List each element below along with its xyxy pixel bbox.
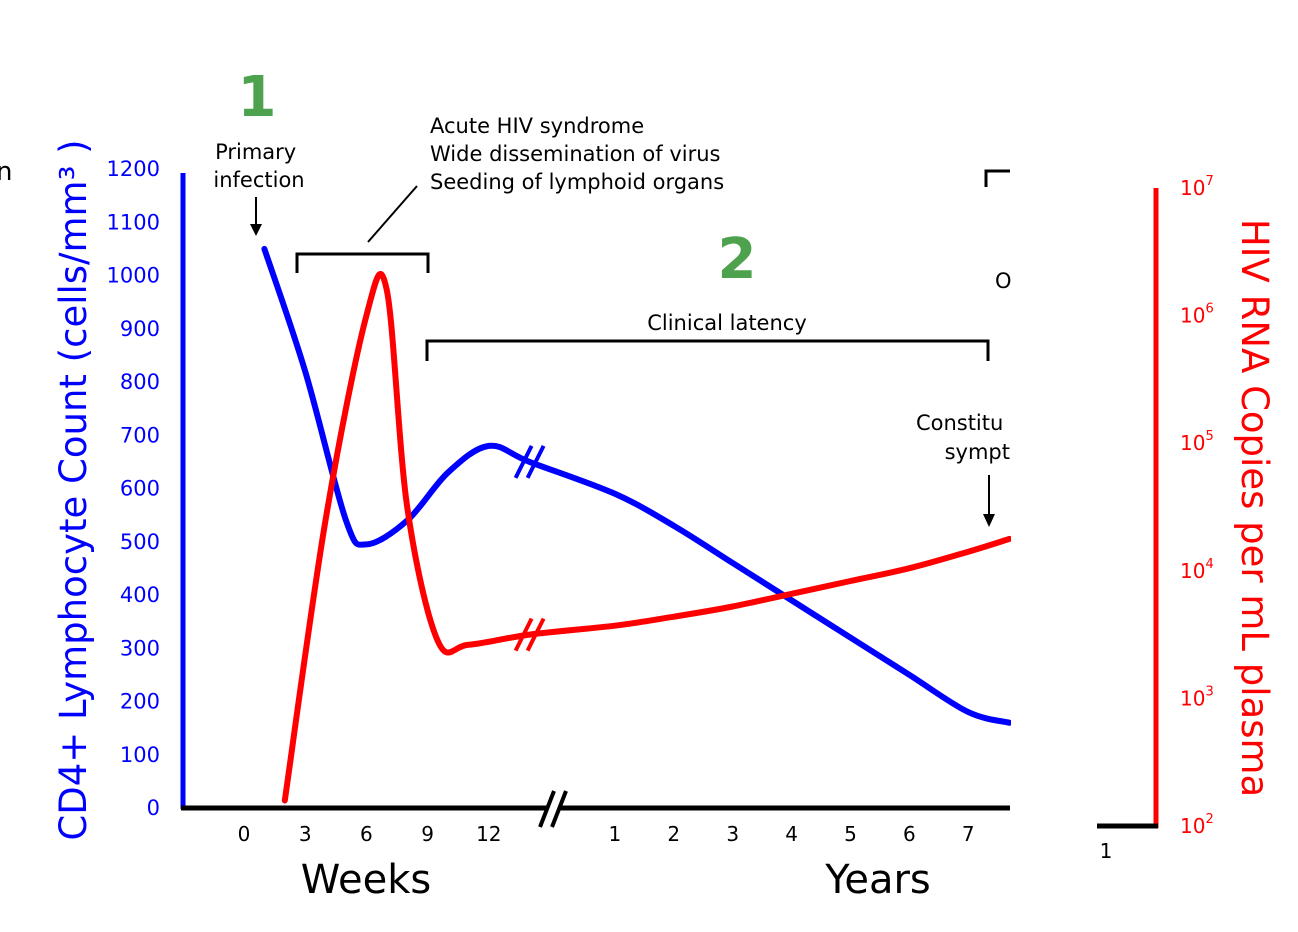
series-break-mark-rna xyxy=(525,617,546,652)
y-axis-right-title: HIV RNA Copies per mL plasma xyxy=(1233,219,1276,797)
x-axis-fragment-tick: 1 xyxy=(1100,839,1113,863)
y-axis-left-title: CD4+ Lymphocyte Count (cells/mm³ ) xyxy=(52,139,95,840)
y-tick-label-left: 500 xyxy=(120,530,160,554)
y-ticks-left: 0 100 200 300 400 500 600 700 800 900 1000 1100 1200 xyxy=(107,157,160,820)
edge-glyph: n xyxy=(0,157,12,187)
acute-leader-line xyxy=(367,185,418,243)
annotation-line: sympt xyxy=(945,440,1010,464)
acute-bracket xyxy=(295,252,430,273)
y-tick-label-right: 106 xyxy=(1180,302,1214,328)
x-tick-label-weeks: 6 xyxy=(360,822,373,846)
y-tick-label-left: 700 xyxy=(120,423,160,447)
x-tick-label-weeks: 0 xyxy=(238,822,251,846)
x-axis-break-mark xyxy=(538,790,556,828)
x-tick-label-weeks: 3 xyxy=(299,822,312,846)
y-tick-label-left: 1100 xyxy=(107,210,160,234)
x-tick-label-years: 1 xyxy=(609,822,622,846)
primary-infection-arrow-head xyxy=(250,224,262,236)
y-tick-label-right: 107 xyxy=(1180,174,1214,200)
x-tick-label-years: 4 xyxy=(785,822,798,846)
cut-annotation-fragment: O xyxy=(995,269,1012,293)
annotation-line: Seeding of lymphoid organs xyxy=(430,170,724,194)
y-tick-label-left: 1000 xyxy=(107,264,160,288)
series-break-mark-rna xyxy=(513,617,534,652)
y-tick-label-left: 800 xyxy=(120,370,160,394)
annotation-primary-infection: Primary infection xyxy=(213,140,304,192)
annotation-line: Wide dissemination of virus xyxy=(430,142,720,166)
y-ticks-right: 102 103 104 105 106 107 xyxy=(1180,174,1214,838)
y-tick-label-right: 103 xyxy=(1180,684,1214,710)
series-line-cd4 xyxy=(261,245,1013,726)
series-break-mark-cd4 xyxy=(525,444,546,479)
y-tick-label-right: 102 xyxy=(1180,812,1214,838)
y-tick-label-left: 100 xyxy=(120,743,160,767)
x-tick-label-years: 5 xyxy=(844,822,857,846)
annotation-acute-hiv: Acute HIV syndrome Wide dissemination of… xyxy=(430,114,727,194)
x-tick-label-years: 6 xyxy=(903,822,916,846)
annotation-line: Constitu xyxy=(916,411,1003,435)
x-axis-break-mark xyxy=(550,790,568,828)
annotation-line: Primary xyxy=(215,140,296,164)
constitutional-arrow-head xyxy=(983,514,995,527)
series-line-rna xyxy=(281,271,1013,804)
cut-bracket-fragment xyxy=(984,169,1010,187)
annotation-constitutional: Constitu sympt xyxy=(916,411,1010,464)
step-number-2: 2 xyxy=(718,227,757,292)
y-tick-label-left: 400 xyxy=(120,583,160,607)
series-layer xyxy=(261,245,1013,804)
x-tick-label-weeks: 12 xyxy=(476,822,501,846)
x-axis-title-years: Years xyxy=(824,857,931,903)
step-number-1: 1 xyxy=(238,65,277,130)
x-ticks: 0 3 6 9 12 1 2 3 4 5 6 7 xyxy=(238,822,975,846)
x-axis-title-weeks: Weeks xyxy=(301,857,431,903)
clinical-latency-bracket xyxy=(425,339,990,361)
annotation-line: Acute HIV syndrome xyxy=(430,114,644,138)
y-tick-label-right: 105 xyxy=(1180,429,1214,455)
x-tick-label-years: 2 xyxy=(667,822,680,846)
annotation-line: infection xyxy=(213,168,304,192)
clip-mask xyxy=(1011,150,1091,850)
y-tick-label-left: 300 xyxy=(120,636,160,660)
x-tick-label-years: 7 xyxy=(962,822,975,846)
x-tick-label-weeks: 9 xyxy=(421,822,434,846)
series-break-mark-cd4 xyxy=(513,444,534,479)
y-tick-label-left: 900 xyxy=(120,317,160,341)
y-tick-label-left: 1200 xyxy=(107,157,160,181)
annotation-clinical-latency: Clinical latency xyxy=(647,311,807,335)
y-tick-label-left: 0 xyxy=(147,796,160,820)
y-tick-label-right: 104 xyxy=(1180,557,1214,583)
y-tick-label-left: 200 xyxy=(120,690,160,714)
y-tick-label-left: 600 xyxy=(120,477,160,501)
x-tick-label-years: 3 xyxy=(726,822,739,846)
